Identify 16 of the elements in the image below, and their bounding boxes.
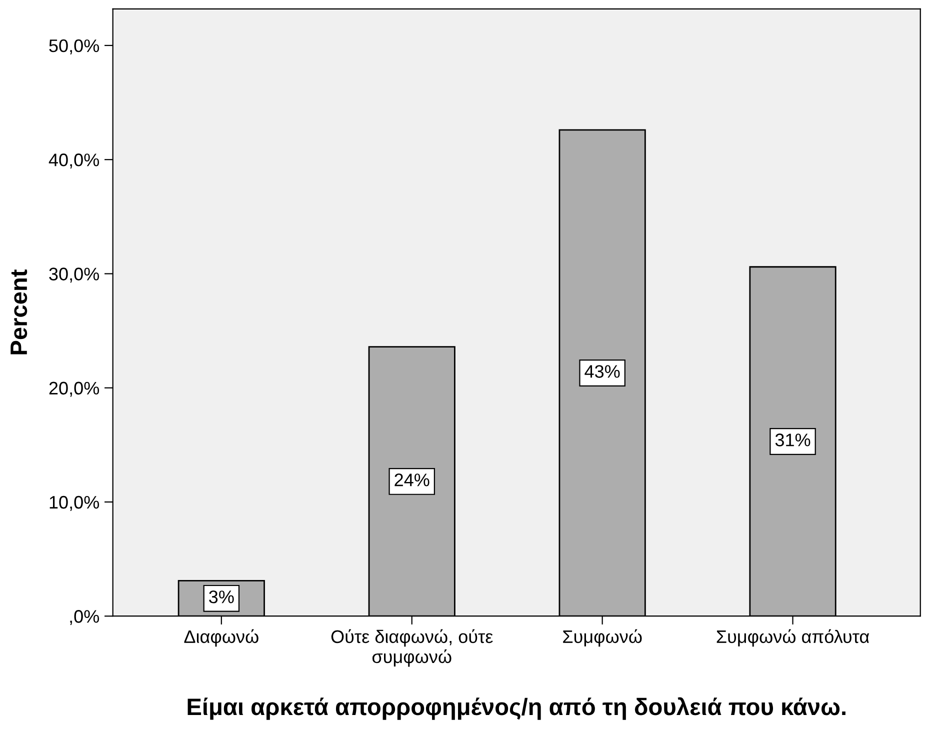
y-tick-label: 10,0% xyxy=(50,496,100,511)
y-tick-label: ,0% xyxy=(70,610,100,625)
x-tick-label: Ούτε διαφωνώ, ούτε συμφωνώ xyxy=(331,629,493,667)
x-tick-label: Συμφωνώ απόλυτα xyxy=(716,629,870,647)
y-axis-title: Percent xyxy=(10,270,28,354)
y-tick-label: 20,0% xyxy=(49,382,100,397)
y-tick-label: 50,0% xyxy=(49,39,100,54)
y-tick-label: 30,0% xyxy=(49,268,100,283)
x-axis-title: Είμαι αρκετά απορροφημένος/η από τη δουλειά που κάνω. xyxy=(188,697,846,720)
data-label: 3% xyxy=(209,590,234,604)
x-tick-label: Συμφωνώ xyxy=(563,629,642,647)
x-tick-label: Διαφωνώ xyxy=(184,629,258,647)
data-label: 31% xyxy=(775,434,810,446)
data-label: 24% xyxy=(394,474,430,486)
y-tick-label: 40,0% xyxy=(48,154,100,168)
data-label: 43% xyxy=(584,365,620,378)
